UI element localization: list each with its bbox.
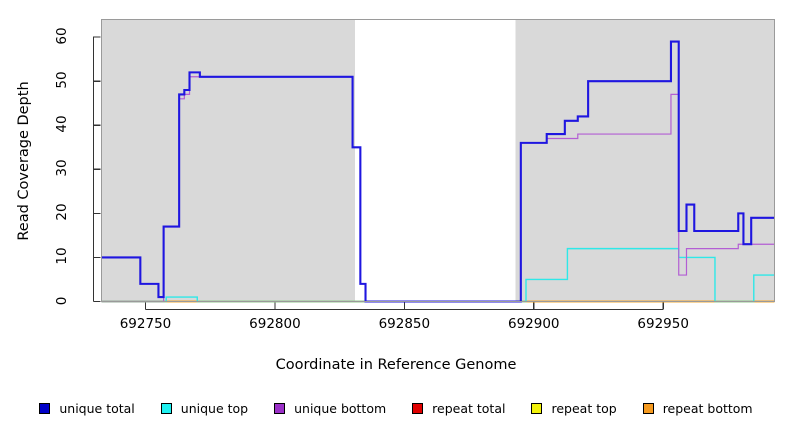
- shaded-band-0: [101, 19, 356, 302]
- legend-swatch-icon: [412, 402, 424, 414]
- shaded-band-1: [515, 19, 775, 302]
- shaded-region-group: [101, 19, 775, 302]
- x-tick-label-2: 692850: [378, 315, 431, 332]
- legend-item-unique-top[interactable]: unique top: [160, 400, 249, 416]
- legend-swatch-icon: [39, 402, 51, 414]
- legend-item-unique-bottom[interactable]: unique bottom: [274, 401, 386, 416]
- chart-legend: unique total unique top unique bottom repea…: [0, 398, 792, 418]
- legend-label: unique top: [180, 400, 249, 416]
- y-tick-label-5: 50: [53, 71, 70, 89]
- y-axis-title: Read Coverage Depth: [16, 80, 32, 241]
- y-tick-label-4: 40: [53, 115, 70, 133]
- legend-label: repeat top: [551, 400, 617, 416]
- y-tick-label-1: 10: [53, 247, 70, 266]
- plot-area-border: [101, 19, 775, 302]
- y-tick-label-0: 0: [53, 296, 70, 305]
- legend-swatch-icon: [274, 402, 286, 414]
- x-tick-label-4: 692950: [637, 315, 689, 332]
- series-line-unique-total: [101, 40, 775, 303]
- y-tick-label-3: 30: [53, 159, 70, 177]
- y-tick-label-2: 20: [53, 203, 70, 221]
- legend-label: repeat bottom: [662, 400, 753, 416]
- legend-swatch-icon: [160, 402, 172, 414]
- x-tick-label-0: 692750: [119, 315, 172, 332]
- x-tick-label-3: 692900: [507, 315, 560, 332]
- legend-item-repeat-total[interactable]: repeat total: [412, 401, 505, 416]
- axis-lines-group: [92, 36, 664, 311]
- legend-label: unique bottom: [294, 400, 387, 416]
- legend-item-repeat-top[interactable]: repeat top: [531, 400, 617, 416]
- legend-label: unique total: [59, 400, 135, 416]
- legend-swatch-icon: [531, 402, 543, 414]
- legend-item-unique-total[interactable]: unique total: [39, 400, 135, 416]
- legend-item-repeat-bottom[interactable]: repeat bottom: [642, 400, 753, 416]
- legend-label: repeat total: [432, 400, 506, 416]
- legend-swatch-icon: [642, 402, 654, 414]
- y-tick-label-6: 60: [53, 27, 70, 45]
- x-axis-title: Coordinate in Reference Genome: [275, 357, 517, 373]
- x-tick-label-1: 692800: [249, 315, 301, 332]
